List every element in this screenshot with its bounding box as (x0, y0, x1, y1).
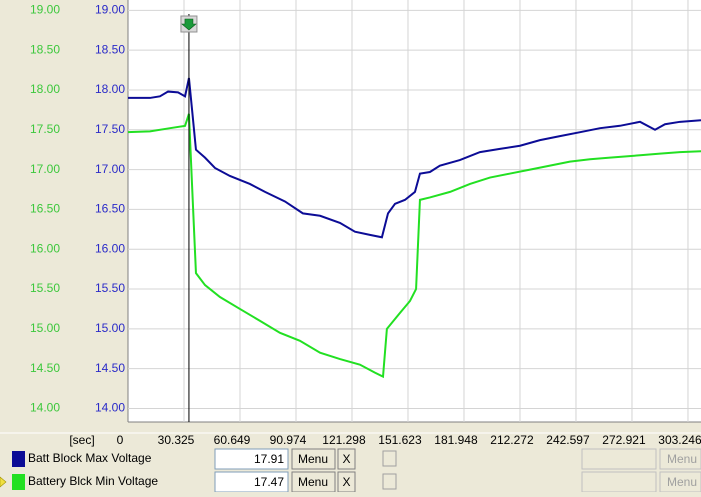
y-tick-label: 18.50 (95, 42, 125, 56)
menu-button-label[interactable]: Menu (298, 452, 328, 466)
x-tick-label: 272.921 (602, 433, 646, 447)
series-line (127, 113, 701, 379)
menu-button[interactable] (291, 448, 336, 470)
y-tick-label: 17.00 (95, 162, 125, 176)
cursor-arrow (181, 18, 197, 31)
plot-area (128, 0, 701, 422)
close-button-label[interactable]: X (342, 452, 350, 466)
y2-tick-label: 15.50 (30, 281, 60, 295)
y2-tick-label: 14.50 (30, 361, 60, 375)
value-box (214, 448, 289, 470)
x-tick-label: 181.948 (434, 433, 478, 447)
y-tick-label: 14.00 (95, 401, 125, 415)
x-tick-label: 242.597 (546, 433, 590, 447)
legend-swatch (12, 451, 25, 467)
y2-tick-label: 17.00 (30, 162, 60, 176)
x-tick-label: 30.325 (158, 433, 195, 447)
legend-label: Battery Blck Min Voltage (28, 474, 158, 488)
menu-button-label[interactable]: Menu (298, 475, 328, 489)
legend-label: Batt Block Max Voltage (28, 451, 152, 465)
x-tick-label: 212.272 (490, 433, 534, 447)
disabled-box (581, 448, 657, 470)
checkbox[interactable] (382, 473, 397, 490)
legend-swatch (12, 474, 25, 490)
x-tick-label: 151.623 (378, 433, 422, 447)
y-tick-label: 14.50 (95, 361, 125, 375)
x-tick-label: 303.246 (658, 433, 701, 447)
active-marker (0, 476, 7, 488)
close-button-label[interactable]: X (342, 475, 350, 489)
y-tick-label: 15.00 (95, 321, 125, 335)
y-tick-label: 18.00 (95, 82, 125, 96)
y2-tick-label: 18.50 (30, 42, 60, 56)
x-tick-label: 121.298 (322, 433, 366, 447)
y2-tick-label: 17.50 (30, 122, 60, 136)
y2-tick-label: 18.00 (30, 82, 60, 96)
series-line (128, 77, 701, 239)
x-tick-label: 0 (117, 433, 124, 447)
cursor-value: 17.47 (254, 475, 284, 489)
x-axis-label: [sec] (69, 433, 94, 447)
y-tick-label: 16.00 (95, 241, 125, 255)
y2-tick-label: 14.00 (30, 401, 60, 415)
y2-tick-label: 15.00 (30, 321, 60, 335)
y2-tick-label: 19.00 (30, 3, 60, 17)
y-tick-label: 16.50 (95, 202, 125, 216)
x-tick-label: 90.974 (270, 433, 307, 447)
y-tick-label: 17.50 (95, 122, 125, 136)
x-tick-label: 60.649 (214, 433, 251, 447)
y2-tick-label: 16.00 (30, 241, 60, 255)
y2-tick-label: 16.50 (30, 202, 60, 216)
disabled-menu-label: Menu (667, 475, 697, 489)
cursor-value: 17.91 (254, 452, 284, 466)
disabled-menu-label: Menu (667, 452, 697, 466)
y-tick-label: 15.50 (95, 281, 125, 295)
y-tick-label: 19.00 (95, 3, 125, 17)
disabled-box (581, 471, 657, 493)
close-button[interactable] (337, 448, 356, 470)
checkbox[interactable] (382, 450, 397, 467)
disabled-menu (659, 448, 701, 470)
